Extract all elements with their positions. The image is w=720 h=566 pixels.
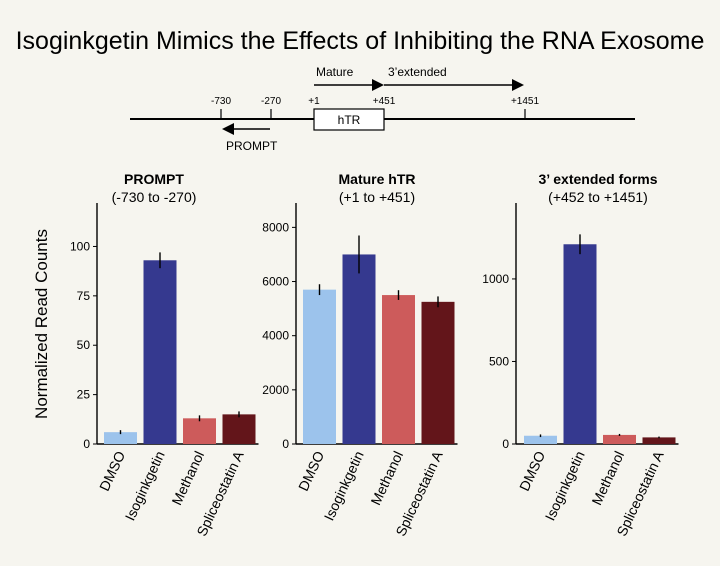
- htr-label: hTR: [338, 113, 361, 127]
- bar-methanol: [603, 434, 636, 444]
- cat-isoginkgetin-label: Isoginkgetin: [542, 449, 588, 523]
- bar-spliceostatin-a: [421, 301, 455, 444]
- y-tick-label: 50: [77, 338, 91, 352]
- bar-dmso: [104, 432, 137, 444]
- y-tick-label: 8000: [262, 220, 289, 234]
- y-tick-label: 25: [77, 388, 91, 402]
- panel-subtitle: (+452 to +1451): [548, 189, 648, 205]
- bar-dmso: [303, 289, 336, 444]
- cat-isoginkgetin-label: Isoginkgetin: [122, 449, 168, 523]
- position-label: +1451: [511, 96, 540, 107]
- y-tick-label: 6000: [262, 275, 289, 289]
- panel-1: PROMPT (-730 to -270) 0 25 50 75 100 DMSOIsogin…: [70, 171, 259, 539]
- panel-3: 3’ extended forms (+452 to +1451) 0 500 1000…: [482, 171, 679, 539]
- y-tick-label: 0: [282, 437, 289, 451]
- y-tick-label: 2000: [262, 383, 289, 397]
- panel-title: Mature hTR: [339, 171, 416, 187]
- arrowhead: [222, 123, 234, 135]
- panel-title: 3’ extended forms: [538, 171, 657, 187]
- bar-dmso: [524, 435, 557, 444]
- bar-spliceostatin-a: [222, 414, 256, 444]
- y-tick-label: 500: [489, 354, 509, 368]
- gene-map: hTR -730 -270 +1 +451 +1451 Mature 3’ext…: [130, 65, 635, 153]
- cat-methanol-label: Methanol: [588, 449, 627, 508]
- cat-dmso-label: DMSO: [96, 448, 128, 493]
- panel-2: Mature hTR (+1 to +451) 0 2000 4000 6000 8000 D…: [262, 171, 458, 539]
- position-label: -270: [261, 96, 281, 107]
- panel-subtitle: (-730 to -270): [112, 189, 197, 205]
- cat-methanol-label: Methanol: [168, 449, 207, 508]
- extended-label: 3’extended: [388, 65, 447, 79]
- y-tick-label: 4000: [262, 329, 289, 343]
- prompt-label: PROMPT: [226, 139, 278, 153]
- y-axis-label: Normalized Read Counts: [32, 229, 51, 419]
- cat-dmso-label: DMSO: [516, 448, 548, 493]
- bar-methanol: [183, 418, 216, 444]
- cat-isoginkgetin-label: Isoginkgetin: [321, 449, 367, 523]
- bar-spliceostatin-a: [642, 437, 676, 444]
- htr-box: [313, 108, 385, 131]
- panel-subtitle: (+1 to +451): [339, 189, 415, 205]
- arrowhead: [372, 79, 384, 91]
- y-tick-label: 0: [83, 437, 90, 451]
- position-label: +1: [308, 96, 320, 107]
- figure-title: Isoginkgetin Mimics the Effects of Inhib…: [16, 27, 705, 55]
- mature-label: Mature: [316, 65, 354, 79]
- bar-isoginkgetin: [563, 244, 597, 444]
- bar-isoginkgetin: [342, 254, 376, 444]
- cat-dmso-label: DMSO: [295, 448, 327, 493]
- cat-methanol-label: Methanol: [367, 449, 406, 508]
- y-tick-label: 75: [77, 289, 91, 303]
- bar-isoginkgetin: [143, 260, 177, 444]
- y-tick-label: 1000: [482, 272, 509, 286]
- position-label: +451: [373, 96, 396, 107]
- y-tick-label: 0: [502, 437, 509, 451]
- y-tick-label: 100: [70, 239, 90, 253]
- chart-panels: PROMPT(-730 to -270)0255075100DMSOIsogin…: [70, 171, 679, 539]
- bar-methanol: [382, 295, 415, 444]
- panel-title: PROMPT: [124, 171, 184, 187]
- position-label: -730: [211, 96, 231, 107]
- arrowhead: [512, 79, 524, 91]
